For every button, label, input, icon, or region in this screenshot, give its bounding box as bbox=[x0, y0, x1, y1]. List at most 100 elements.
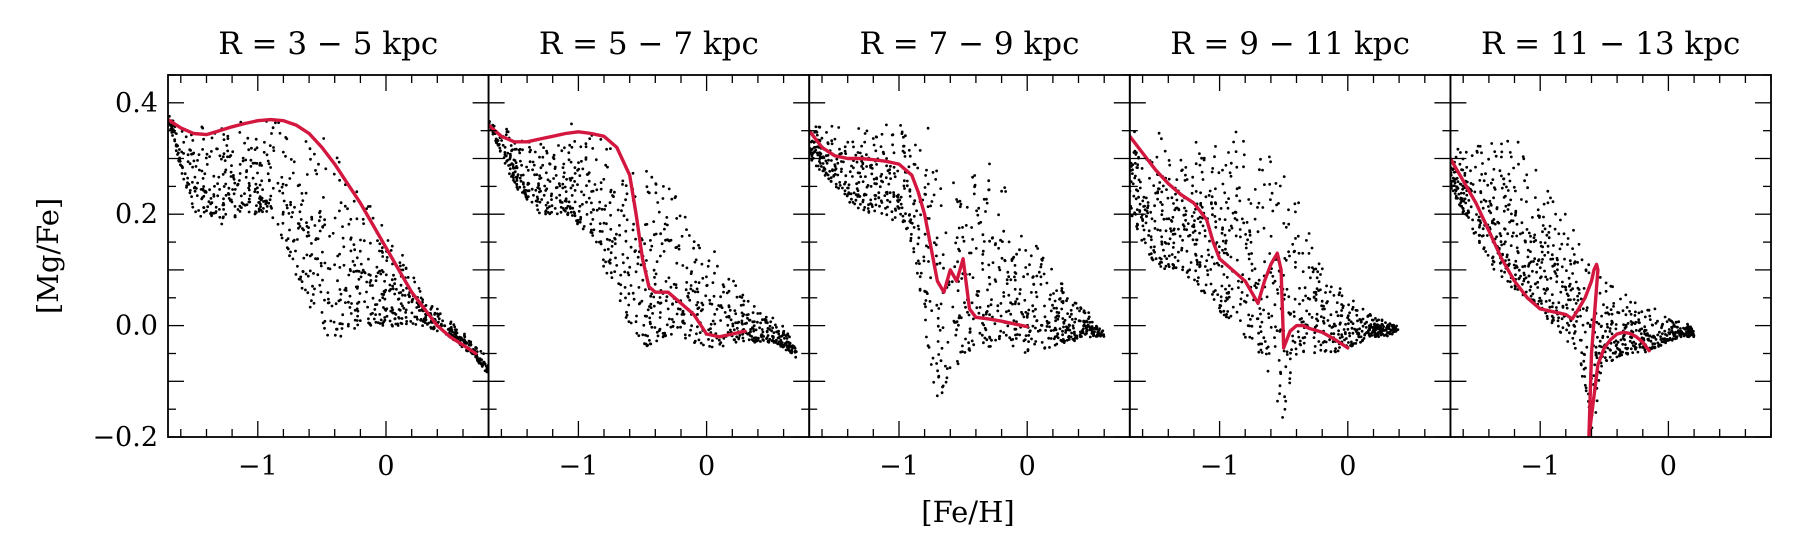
scatter-point bbox=[605, 237, 609, 241]
scatter-point bbox=[827, 177, 831, 181]
scatter-point bbox=[1170, 253, 1174, 256]
scatter-point bbox=[894, 209, 898, 212]
scatter-point bbox=[222, 133, 226, 136]
scatter-point bbox=[746, 313, 750, 316]
scatter-point bbox=[622, 261, 625, 265]
scatter-point bbox=[288, 177, 292, 180]
scatter-point bbox=[505, 130, 509, 134]
scatter-point bbox=[599, 242, 603, 246]
scatter-point bbox=[838, 184, 842, 187]
scatter-point bbox=[1628, 339, 1632, 343]
scatter-point bbox=[1576, 294, 1579, 298]
scatter-point bbox=[1235, 194, 1238, 198]
scatter-point bbox=[962, 239, 966, 243]
scatter-point bbox=[1484, 172, 1487, 176]
scatter-point bbox=[429, 327, 433, 330]
scatter-point bbox=[202, 185, 206, 188]
scatter-point bbox=[1006, 270, 1010, 274]
scatter-point bbox=[1393, 325, 1397, 329]
scatter-point bbox=[308, 269, 312, 273]
scatter-point bbox=[936, 369, 939, 373]
scatter-point bbox=[750, 338, 754, 341]
scatter-point bbox=[1477, 215, 1481, 219]
scatter-point bbox=[1027, 308, 1031, 312]
scatter-point bbox=[1634, 342, 1638, 346]
scatter-point bbox=[1343, 338, 1346, 342]
scatter-point bbox=[904, 134, 907, 138]
scatter-point bbox=[988, 282, 992, 286]
scatter-point bbox=[1271, 274, 1275, 278]
scatter-point bbox=[1659, 344, 1663, 347]
scatter-point bbox=[463, 335, 467, 339]
scatter-point bbox=[577, 161, 580, 165]
scatter-point bbox=[1623, 338, 1626, 342]
scatter-point bbox=[1628, 309, 1631, 313]
scatter-point bbox=[1495, 235, 1498, 239]
scatter-point bbox=[1525, 200, 1528, 204]
scatter-point bbox=[310, 215, 314, 219]
scatter-point bbox=[735, 295, 739, 299]
scatter-point bbox=[352, 270, 356, 274]
scatter-point bbox=[620, 209, 623, 213]
scatter-point bbox=[869, 202, 872, 206]
scatter-point bbox=[271, 186, 275, 190]
scatter-point bbox=[844, 174, 848, 178]
scatter-point bbox=[306, 291, 310, 295]
scatter-point bbox=[1208, 189, 1212, 193]
scatter-point bbox=[888, 168, 892, 172]
scatter-point bbox=[1660, 340, 1664, 344]
scatter-point bbox=[726, 323, 730, 327]
scatter-point bbox=[688, 234, 691, 237]
scatter-point bbox=[248, 194, 252, 198]
scatter-point bbox=[628, 265, 632, 269]
scatter-point bbox=[741, 336, 745, 340]
scatter-point bbox=[1358, 318, 1362, 321]
scatter-point bbox=[836, 161, 840, 165]
scatter-point bbox=[570, 145, 574, 149]
scatter-point bbox=[872, 177, 876, 181]
scatter-point bbox=[901, 149, 905, 153]
scatter-point bbox=[332, 320, 336, 324]
scatter-point bbox=[675, 312, 679, 316]
scatter-point bbox=[1354, 342, 1358, 345]
scatter-point bbox=[1659, 335, 1662, 338]
scatter-point bbox=[1552, 318, 1555, 322]
scatter-point bbox=[373, 308, 377, 311]
scatter-point bbox=[188, 162, 192, 166]
scatter-point bbox=[272, 146, 275, 149]
scatter-point bbox=[1160, 190, 1164, 194]
scatter-point bbox=[1316, 270, 1320, 274]
scatter-point bbox=[1287, 208, 1290, 212]
scatter-point bbox=[402, 306, 406, 310]
scatter-point bbox=[710, 302, 714, 306]
scatter-point bbox=[742, 299, 746, 303]
scatter-point bbox=[557, 182, 561, 186]
scatter-point bbox=[1025, 314, 1029, 317]
scatter-point bbox=[815, 133, 819, 137]
scatter-point bbox=[905, 184, 909, 188]
scatter-point bbox=[1221, 182, 1225, 186]
scatter-point bbox=[450, 330, 454, 333]
scatter-point bbox=[185, 185, 188, 189]
scatter-point bbox=[982, 341, 985, 345]
scatter-point bbox=[1181, 265, 1185, 269]
scatter-point bbox=[527, 189, 531, 193]
scatter-point bbox=[1524, 276, 1528, 280]
scatter-point bbox=[1650, 323, 1654, 327]
scatter-point bbox=[926, 205, 930, 209]
scatter-point bbox=[785, 340, 789, 344]
scatter-point bbox=[1313, 345, 1317, 348]
scatter-point bbox=[222, 197, 225, 201]
scatter-point bbox=[782, 330, 785, 334]
scatter-point bbox=[1307, 252, 1311, 255]
scatter-point bbox=[964, 224, 968, 227]
scatter-point bbox=[713, 322, 717, 326]
scatter-point bbox=[573, 214, 577, 218]
scatter-point bbox=[1136, 189, 1140, 193]
scatter-point bbox=[961, 226, 964, 229]
scatter-point bbox=[412, 276, 416, 280]
scatter-point bbox=[285, 203, 289, 207]
scatter-point bbox=[328, 234, 331, 238]
scatter-point bbox=[1223, 218, 1227, 222]
scatter-point bbox=[1637, 320, 1640, 324]
